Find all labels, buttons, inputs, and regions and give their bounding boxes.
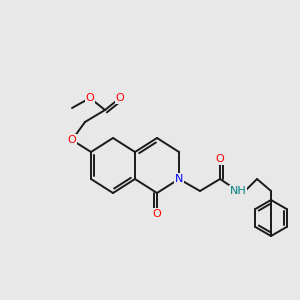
- Text: O: O: [216, 154, 224, 164]
- Text: O: O: [68, 135, 76, 145]
- Text: N: N: [175, 174, 183, 184]
- Text: O: O: [116, 93, 124, 103]
- Text: NH: NH: [230, 186, 246, 196]
- Text: O: O: [85, 93, 94, 103]
- Text: O: O: [153, 209, 161, 219]
